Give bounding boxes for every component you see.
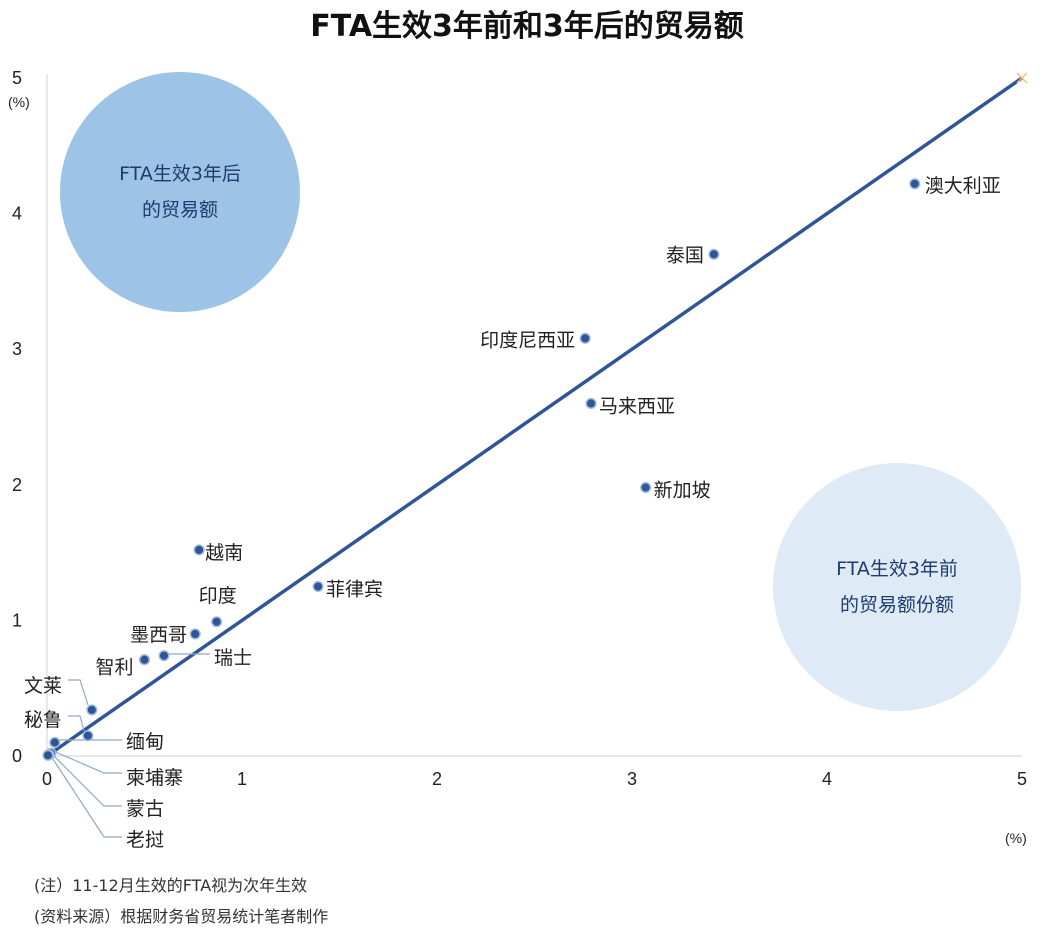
point-label: 柬埔寨	[126, 767, 183, 789]
data-point	[585, 397, 597, 409]
data-point	[49, 736, 61, 748]
point-label: 印度尼西亚	[480, 329, 575, 351]
leader-line	[68, 679, 89, 706]
point-label: 秘鲁	[24, 709, 62, 731]
y-tick-label: 1	[12, 610, 22, 630]
point-label: 蒙古	[126, 798, 164, 820]
data-point	[708, 248, 720, 260]
annotation-bubble-1	[773, 463, 1021, 711]
annotation-bubble-0	[60, 72, 300, 312]
point-label: 越南	[205, 542, 243, 564]
annotation-text-0-1: 的贸易额	[142, 199, 218, 221]
x-tick-label: 2	[432, 769, 442, 789]
point-label: 墨西哥	[130, 624, 187, 646]
data-point	[42, 749, 54, 761]
x-tick-label: 3	[627, 769, 637, 789]
data-point	[640, 481, 652, 494]
y-tick-label: 2	[12, 475, 22, 495]
point-label: 老挝	[126, 829, 164, 851]
point-label: 瑞士	[214, 647, 252, 669]
point-label: 智利	[95, 657, 133, 679]
data-point	[579, 332, 591, 344]
x-tick-label: 5	[1017, 769, 1027, 789]
data-point	[211, 616, 223, 628]
chart-title: FTA生效3年前和3年后的贸易额	[310, 9, 744, 44]
data-point	[909, 178, 921, 190]
y-tick-label: 4	[12, 204, 22, 224]
data-point	[138, 654, 151, 666]
leader-line	[49, 751, 122, 807]
x-unit-label: (%)	[1005, 830, 1027, 846]
data-point	[193, 544, 205, 556]
data-point	[86, 704, 98, 716]
leader-line	[48, 752, 122, 838]
line-end-marker	[1016, 72, 1028, 84]
data-point	[158, 650, 170, 662]
point-label: 文莱	[24, 675, 62, 697]
annotation-text-1-0: FTA生效3年前	[836, 558, 958, 580]
y-tick-label: 5	[12, 68, 22, 88]
point-label: 泰国	[666, 244, 704, 266]
data-point	[312, 580, 324, 593]
x-tick-label: 0	[42, 769, 52, 789]
annotation-text-1-1: 的贸易额份额	[840, 594, 954, 616]
point-label: 马来西亚	[599, 395, 675, 417]
point-label: 印度	[199, 585, 237, 607]
data-point	[82, 730, 94, 742]
point-label: 菲律宾	[326, 579, 383, 601]
footnote-note: (注）11-12月生效的FTA视为次年生效	[34, 876, 307, 895]
point-label: 澳大利亚	[925, 175, 1001, 197]
x-tick-label: 1	[237, 769, 247, 789]
leader-line	[50, 749, 122, 774]
annotation-text-0-0: FTA生效3年后	[119, 163, 241, 185]
y-unit-label: (%)	[8, 94, 30, 110]
leader-line	[68, 715, 85, 732]
y-tick-label: 0	[12, 746, 22, 766]
x-tick-label: 4	[822, 769, 832, 789]
footnote-source: (资料来源）根据财务省贸易统计笔者制作	[34, 907, 328, 926]
data-point	[189, 628, 201, 640]
point-label: 新加坡	[654, 480, 711, 502]
reference-line	[46, 76, 1023, 758]
point-label: 缅甸	[126, 731, 164, 753]
y-tick-label: 3	[12, 339, 22, 359]
